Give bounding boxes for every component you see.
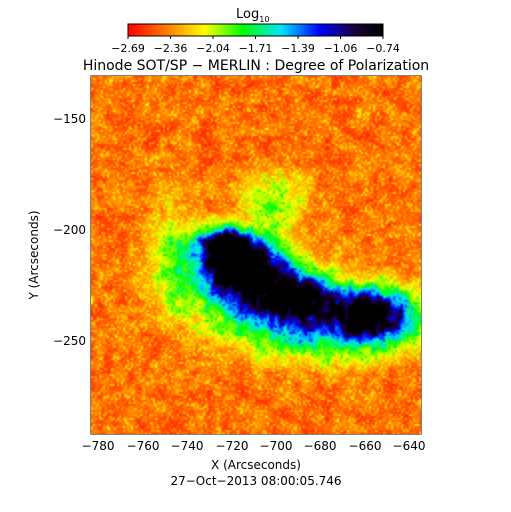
colorbar-tick-label: −2.04 xyxy=(196,42,230,55)
y-axis-ticks: −150 −200 −250 xyxy=(53,96,421,428)
polarization-map-image xyxy=(91,76,421,434)
x-tick-label: −720 xyxy=(216,439,249,453)
y-axis-label: Y (Arcseconds) xyxy=(27,210,41,300)
colorbar-ticks: −2.69 −2.36 −2.04 −1.71 −1.39 −1.06 −0.74 xyxy=(111,36,400,55)
colorbar-tick-label: −0.74 xyxy=(366,42,400,55)
x-axis-label: X (Arcseconds) xyxy=(211,458,301,472)
x-tick-label: −760 xyxy=(127,439,160,453)
colorbar-tick-label: −1.71 xyxy=(239,42,273,55)
y-tick-label: −200 xyxy=(53,223,86,237)
y-tick-label: −250 xyxy=(53,334,86,348)
x-tick-label: −700 xyxy=(260,439,293,453)
x-axis-ticks: −780 −760 −740 −720 −700 −680 −660 −640 xyxy=(82,76,426,453)
timestamp: 27−Oct−2013 08:00:05.746 xyxy=(170,474,341,488)
colorbar-title: Log10 xyxy=(236,7,269,24)
plot-title: Hinode SOT/SP − MERLIN : Degree of Polar… xyxy=(83,58,429,74)
colorbar-tick-label: −1.39 xyxy=(281,42,315,55)
colorbar xyxy=(127,23,384,37)
x-tick-label: −640 xyxy=(393,439,426,453)
x-tick-label: −680 xyxy=(304,439,337,453)
colorbar-tick-label: −2.36 xyxy=(154,42,188,55)
x-tick-label: −660 xyxy=(349,439,382,453)
x-tick-label: −740 xyxy=(171,439,204,453)
colorbar-tick-label: −2.69 xyxy=(111,42,145,55)
x-tick-label: −780 xyxy=(82,439,115,453)
colorbar-tick-label: −1.06 xyxy=(324,42,358,55)
y-tick-label: −150 xyxy=(53,112,86,126)
